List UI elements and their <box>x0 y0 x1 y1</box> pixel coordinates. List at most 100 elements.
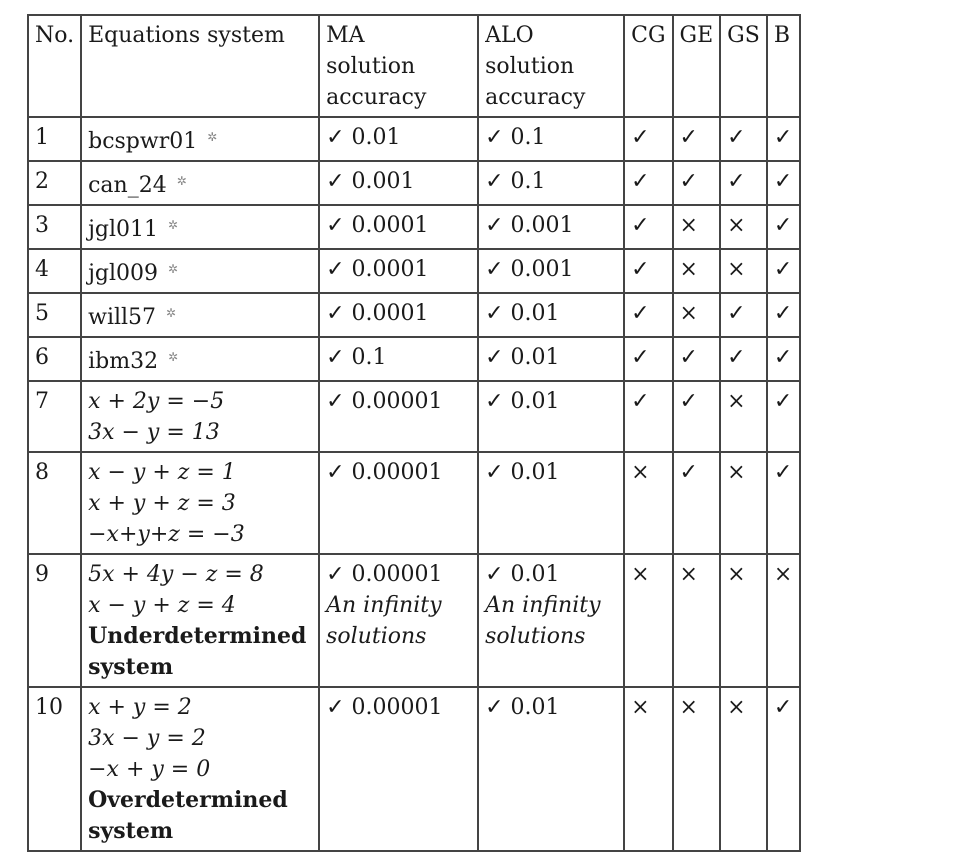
equation-line: x + y + z = 3 <box>88 491 236 516</box>
equation-line: −x + y = 0 <box>88 757 211 782</box>
cell-cg: ✓ <box>623 116 674 162</box>
check-icon: ✓ <box>773 257 793 282</box>
cross-icon: × <box>631 695 650 720</box>
cell-cg: ✓ <box>623 336 674 382</box>
cell-b: ✓ <box>765 380 801 453</box>
cell-alo-accuracy: ✓ 0.1 <box>477 116 626 162</box>
ma-accuracy-value: ✓ 0.01 <box>326 125 401 150</box>
ma-accuracy-value: ✓ 0.0001 <box>326 301 429 326</box>
check-icon: ✓ <box>631 213 650 238</box>
check-icon: ✓ <box>773 301 793 326</box>
cell-b: ✓ <box>765 336 801 382</box>
cell-alo-accuracy: ✓ 0.01 <box>477 451 626 555</box>
cell-ge: ✓ <box>671 451 722 555</box>
cross-icon: × <box>727 257 746 282</box>
cell-ge: × <box>671 248 722 294</box>
cell-gs: × <box>719 380 768 453</box>
cross-icon: × <box>679 213 698 238</box>
cell-alo-accuracy: ✓ 0.001 <box>477 204 626 250</box>
ma-accuracy-value: ✓ 0.0001 <box>326 213 429 238</box>
alo-solution-note: solutions <box>485 624 586 649</box>
cross-icon: × <box>727 695 746 720</box>
cell-b: ✓ <box>765 248 801 294</box>
cell-ma-accuracy: ✓ 0.0001 <box>318 204 480 250</box>
cell-cg: ✓ <box>623 204 674 250</box>
alo-accuracy-value: ✓ 0.01 <box>485 301 560 326</box>
cell-gs: × <box>719 204 768 250</box>
alo-accuracy-value: ✓ 0.01 <box>485 389 560 414</box>
cell-equations: 5x + 4y − z = 8 x − y + z = 4 Underdetermi… <box>80 553 321 688</box>
header-ma-line: accuracy <box>326 85 427 110</box>
cross-icon: × <box>727 460 746 485</box>
alo-accuracy-value: ✓ 0.01 <box>485 345 560 370</box>
cell-ma-accuracy: ✓ 0.01 <box>318 116 480 162</box>
cell-alo-accuracy: ✓ 0.01 <box>477 336 626 382</box>
header-ma: MA solution accuracy <box>318 14 480 118</box>
cell-alo-accuracy: ✓ 0.01 <box>477 686 626 852</box>
header-alo-line: accuracy <box>485 85 586 110</box>
cell-equations: can_24 ✲ <box>80 160 321 206</box>
cell-no: 3 <box>26 204 83 250</box>
cell-no: 7 <box>26 380 83 453</box>
ma-solution-note: An infinity <box>326 593 442 618</box>
cell-gs: ✓ <box>719 116 768 162</box>
check-icon: ✓ <box>679 169 698 194</box>
cell-ma-accuracy: ✓ 0.00001 An infinity solutions <box>318 553 480 688</box>
system-type-note: Underdetermined system <box>88 623 307 680</box>
cell-gs: ✓ <box>719 336 768 382</box>
equation-line: 5x + 4y − z = 8 <box>88 562 264 587</box>
cell-gs: × <box>719 248 768 294</box>
header-equations: Equations system <box>80 14 321 118</box>
ma-accuracy-value: ✓ 0.0001 <box>326 257 429 282</box>
cell-equations: jgl011 ✲ <box>80 204 321 250</box>
header-cg: CG <box>623 14 674 118</box>
header-row: No. Equations system MA solution accurac… <box>26 14 801 118</box>
table-row: 3 jgl011 ✲ ✓ 0.0001 ✓ 0.001 ✓ × × ✓ <box>26 204 801 250</box>
cell-gs: × <box>719 686 768 852</box>
check-icon: ✓ <box>773 213 793 238</box>
cross-icon: × <box>631 460 650 485</box>
check-icon: ✓ <box>631 169 650 194</box>
dataset-marker-icon: ✲ <box>207 130 218 144</box>
system-type-note: Overdetermined system <box>88 787 288 844</box>
cell-equations: x + y = 2 3x − y = 2 −x + y = 0 Overdetermi… <box>80 686 321 852</box>
cell-equations: x + 2y = −5 3x − y = 13 <box>80 380 321 453</box>
cell-gs: × <box>719 553 768 688</box>
table-row: 1 bcspwr01 ✲ ✓ 0.01 ✓ 0.1 ✓ ✓ ✓ ✓ <box>26 116 801 162</box>
equation-line: ibm32 <box>88 349 159 374</box>
ma-accuracy-value: ✓ 0.00001 <box>326 695 443 720</box>
cell-b: ✓ <box>765 686 801 852</box>
header-b: B <box>765 14 801 118</box>
check-icon: ✓ <box>727 125 746 150</box>
cell-no: 10 <box>26 686 83 852</box>
check-icon: ✓ <box>679 460 698 485</box>
cell-alo-accuracy: ✓ 0.1 <box>477 160 626 206</box>
cell-cg: ✓ <box>623 292 674 338</box>
alo-accuracy-value: ✓ 0.01 <box>485 562 560 587</box>
header-alo: ALO solution accuracy <box>477 14 626 118</box>
ma-accuracy-value: ✓ 0.00001 <box>326 562 443 587</box>
check-icon: ✓ <box>631 389 650 414</box>
cell-ma-accuracy: ✓ 0.0001 <box>318 248 480 294</box>
cell-equations: x − y + z = 1 x + y + z = 3 −x+y+z = −3 <box>80 451 321 555</box>
cell-no: 6 <box>26 336 83 382</box>
check-icon: ✓ <box>631 345 650 370</box>
cell-no: 4 <box>26 248 83 294</box>
check-icon: ✓ <box>727 345 746 370</box>
header-alo-line: ALO <box>485 23 534 48</box>
cell-alo-accuracy: ✓ 0.01 An infinity solutions <box>477 553 626 688</box>
alo-accuracy-value: ✓ 0.001 <box>485 213 574 238</box>
cell-equations: will57 ✲ <box>80 292 321 338</box>
equation-line: can_24 <box>88 173 167 198</box>
cell-b: ✓ <box>765 292 801 338</box>
cross-icon: × <box>631 562 650 587</box>
cell-no: 1 <box>26 116 83 162</box>
equation-line: x − y + z = 4 <box>88 593 236 618</box>
check-icon: ✓ <box>679 345 698 370</box>
cell-ma-accuracy: ✓ 0.0001 <box>318 292 480 338</box>
cell-no: 9 <box>26 553 83 688</box>
cell-equations: ibm32 ✲ <box>80 336 321 382</box>
dataset-marker-icon: ✲ <box>168 350 179 364</box>
cross-icon: × <box>679 301 698 326</box>
